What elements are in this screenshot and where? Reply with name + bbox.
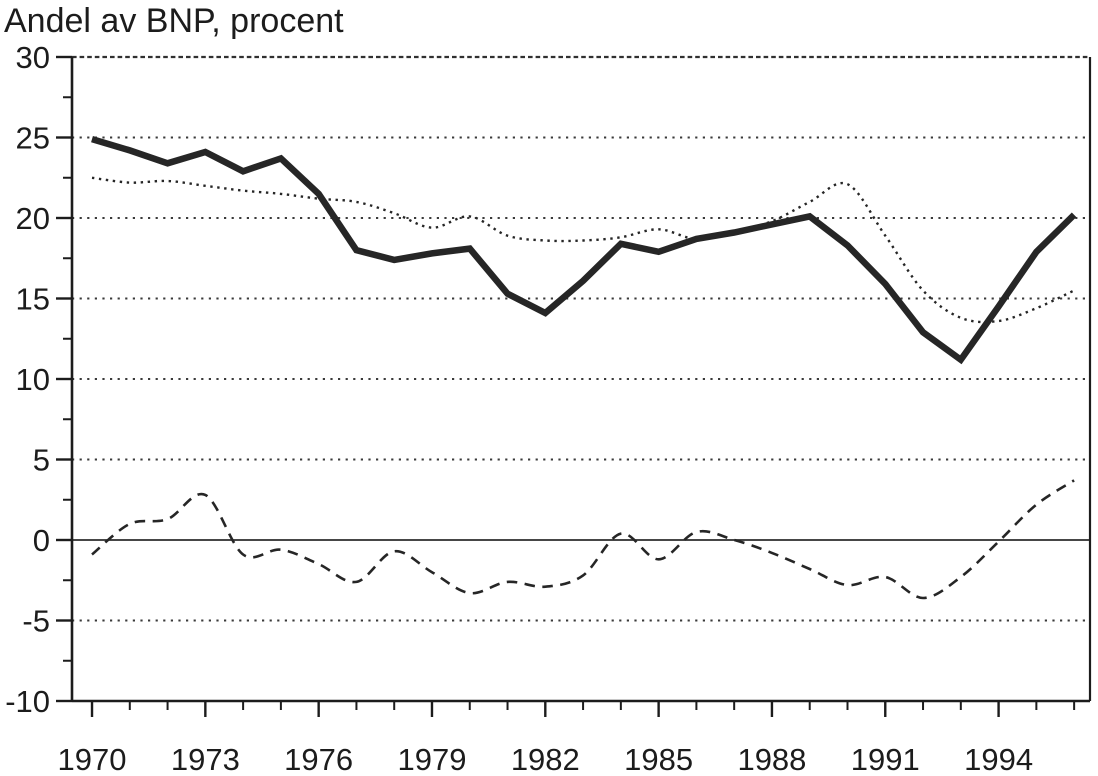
x-tick-label: 1982 (511, 742, 580, 776)
x-tick-label: 1976 (284, 742, 353, 776)
y-tick-label: 25 (16, 121, 50, 156)
x-tick-label: 1994 (964, 742, 1033, 776)
chart-title: Andel av BNP, procent (4, 2, 344, 40)
y-tick-label: -10 (5, 684, 50, 719)
series-thick-solid-line (91, 135, 1077, 365)
y-tick-label: 10 (16, 362, 50, 397)
series-dashed-line (91, 479, 1075, 600)
x-tick-label: 1973 (171, 742, 240, 776)
y-tick-label: 30 (16, 40, 50, 75)
y-tick-label: 0 (33, 523, 50, 558)
x-tick-label: 1979 (397, 742, 466, 776)
x-tick-label: 1985 (624, 742, 693, 776)
series-thin-dotted-line (91, 176, 1075, 324)
y-tick-label: 15 (16, 282, 50, 317)
x-tick-label: 1970 (58, 742, 127, 776)
y-tick-label: 20 (16, 201, 50, 236)
y-tick-label: 5 (33, 443, 50, 478)
x-tick-label: 1991 (851, 742, 920, 776)
y-tick-label: -5 (22, 604, 50, 639)
x-tick-label: 1988 (737, 742, 806, 776)
